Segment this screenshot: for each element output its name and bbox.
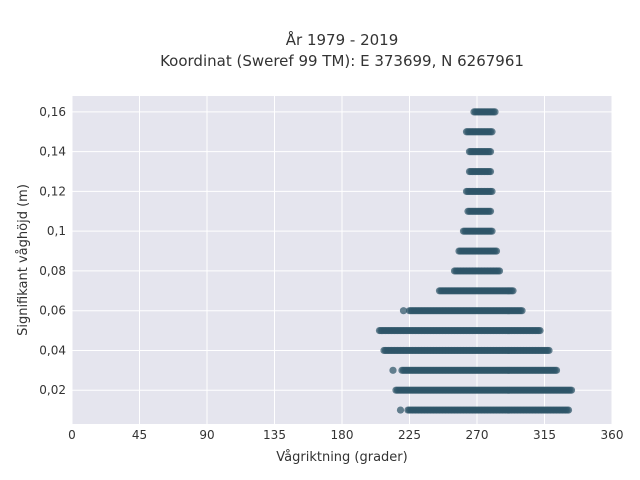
- data-point: [495, 267, 504, 275]
- y-tick-label: 0,16: [39, 105, 66, 119]
- data-point: [545, 346, 553, 355]
- y-tick-label: 0,02: [39, 383, 66, 397]
- data-point: [567, 386, 576, 394]
- y-axis-label: Signifikant våghöjd (m): [16, 184, 31, 336]
- data-point: [552, 366, 561, 374]
- data-point: [396, 406, 405, 414]
- data-point: [488, 128, 496, 136]
- x-axis-ticks: 0 45 90 135 180 225 270 315 360: [68, 428, 623, 442]
- x-tick-label: 360: [601, 428, 624, 442]
- y-tick-label: 0,04: [39, 343, 66, 357]
- x-tick-label: 225: [398, 428, 421, 442]
- y-tick-label: 0,08: [39, 264, 66, 278]
- data-point: [488, 187, 496, 196]
- data-point: [509, 287, 517, 295]
- y-axis-ticks: 0,02 0,04 0,06 0,08 0,1 0,12 0,14 0,16: [39, 105, 66, 397]
- data-point: [399, 307, 408, 315]
- chart-title-line2: Koordinat (Sweref 99 TM): E 373699, N 62…: [160, 52, 524, 70]
- chart-title-line1: År 1979 - 2019: [286, 30, 399, 49]
- x-tick-label: 45: [132, 428, 147, 442]
- data-point: [564, 406, 573, 414]
- x-axis-label: Vågriktning (grader): [276, 450, 407, 465]
- data-point: [389, 366, 397, 374]
- x-tick-label: 90: [199, 428, 214, 442]
- x-tick-label: 135: [263, 428, 286, 442]
- x-tick-label: 270: [466, 428, 489, 442]
- data-point: [491, 108, 499, 116]
- y-tick-label: 0,06: [39, 304, 66, 318]
- y-tick-label: 0,12: [39, 184, 66, 198]
- y-tick-label: 0,14: [39, 145, 66, 159]
- data-point: [536, 326, 544, 335]
- data-point: [486, 207, 495, 215]
- data-point: [488, 227, 496, 235]
- data-point: [492, 247, 501, 255]
- data-point: [518, 307, 526, 315]
- x-tick-label: 315: [533, 428, 556, 442]
- x-tick-label: 0: [68, 428, 76, 442]
- x-tick-label: 180: [331, 428, 354, 442]
- y-tick-label: 0,1: [47, 224, 66, 238]
- data-points: [375, 108, 576, 414]
- data-point: [486, 148, 495, 156]
- data-point: [486, 167, 495, 176]
